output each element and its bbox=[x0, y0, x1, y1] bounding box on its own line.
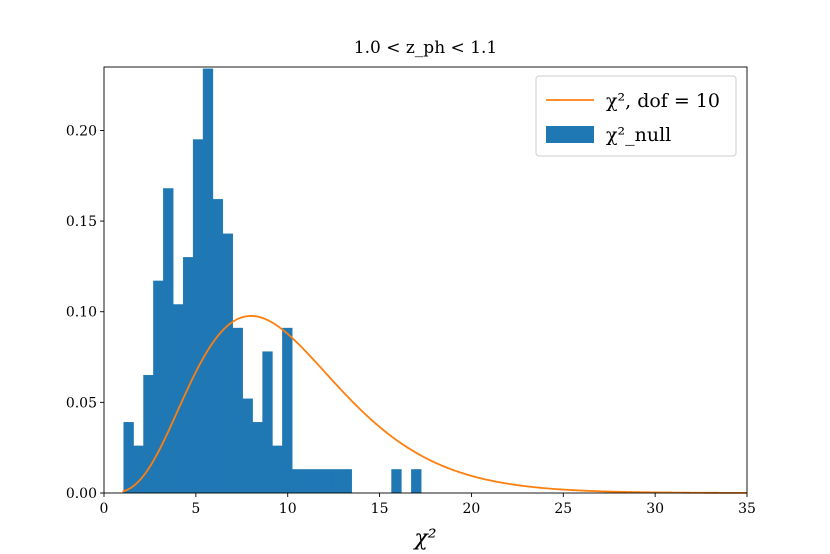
x-tick-label: 10 bbox=[279, 501, 297, 517]
axes bbox=[103, 66, 748, 494]
histogram-bar bbox=[321, 469, 333, 494]
x-tick-label: 5 bbox=[191, 501, 200, 517]
y-tick-label: 0.05 bbox=[66, 395, 97, 411]
x-tick-label: 20 bbox=[463, 501, 481, 517]
histogram-bar bbox=[302, 469, 313, 494]
histogram-bar bbox=[411, 469, 422, 494]
histogram-bar bbox=[331, 469, 343, 494]
legend: χ², dof = 10 χ²_null bbox=[535, 75, 737, 157]
y-tick-label: 0.00 bbox=[66, 486, 97, 502]
chi2-curve bbox=[122, 315, 747, 494]
histogram-bar bbox=[272, 445, 283, 494]
legend-bar-swatch bbox=[546, 126, 594, 143]
chi2-curve-group bbox=[122, 315, 747, 494]
histogram-bar bbox=[192, 139, 204, 494]
chart-title: 1.0 < z_ph < 1.1 bbox=[354, 38, 497, 58]
histogram-bar bbox=[391, 469, 402, 494]
histogram-bar bbox=[163, 188, 174, 494]
x-axis-label: χ² bbox=[412, 526, 436, 551]
histogram-bar bbox=[262, 351, 273, 494]
histogram-bar bbox=[341, 469, 353, 494]
histogram-bar bbox=[173, 304, 184, 494]
histogram-bar bbox=[252, 422, 263, 494]
x-tick-label: 25 bbox=[554, 501, 572, 517]
histogram-bar bbox=[292, 469, 303, 494]
histogram-bar bbox=[242, 398, 253, 494]
y-tick-label: 0.10 bbox=[66, 305, 97, 321]
histogram-bars bbox=[123, 68, 422, 494]
histogram-bar bbox=[153, 280, 164, 494]
x-tick-label: 0 bbox=[100, 501, 109, 517]
histogram-bar bbox=[282, 327, 293, 494]
legend-label-hist: χ²_null bbox=[606, 124, 671, 146]
legend-label-curve: χ², dof = 10 bbox=[606, 90, 720, 112]
histogram-bar bbox=[222, 233, 233, 494]
histogram-bar bbox=[182, 257, 194, 494]
x-tick-label: 15 bbox=[371, 501, 389, 517]
y-tick-label: 0.20 bbox=[66, 123, 97, 139]
histogram-bar bbox=[202, 68, 214, 494]
histogram-bar bbox=[133, 445, 144, 494]
ticks: 0 5 10 15 20 25 30 35 0.00 0.05 0.10 0.15 0.20 bbox=[66, 123, 756, 517]
histogram-bar bbox=[123, 422, 134, 494]
x-tick-label: 30 bbox=[646, 501, 664, 517]
axes-frame bbox=[103, 66, 748, 494]
x-tick-label: 35 bbox=[738, 501, 756, 517]
histogram-bar bbox=[212, 199, 224, 494]
y-tick-label: 0.15 bbox=[66, 214, 97, 230]
histogram-bar bbox=[311, 469, 323, 494]
histogram-bar bbox=[232, 327, 243, 494]
